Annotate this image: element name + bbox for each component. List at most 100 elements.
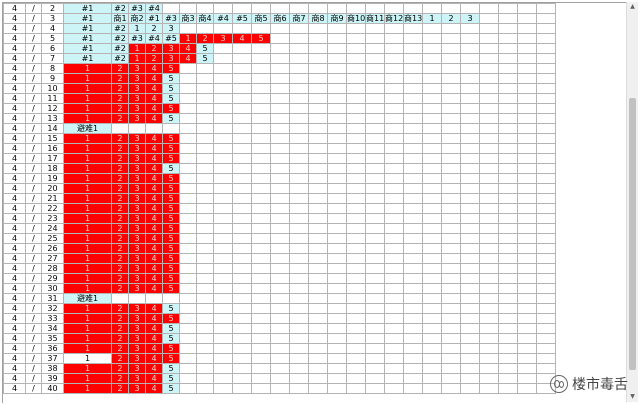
empty-cell[interactable]	[422, 233, 442, 244]
empty-cell[interactable]	[498, 373, 518, 384]
empty-cell[interactable]	[346, 193, 366, 204]
empty-cell[interactable]	[327, 283, 347, 294]
empty-cell[interactable]	[289, 323, 309, 334]
empty-cell[interactable]	[346, 43, 366, 54]
empty-cell[interactable]	[422, 253, 442, 264]
grid-cell[interactable]: 5	[162, 333, 180, 344]
empty-cell[interactable]	[365, 243, 385, 254]
grid-cell[interactable]: 4	[145, 103, 163, 114]
empty-cell[interactable]	[441, 253, 461, 264]
empty-cell[interactable]	[327, 143, 347, 154]
empty-cell[interactable]	[308, 313, 328, 324]
grid-cell[interactable]: 4	[179, 43, 197, 54]
floor-cell[interactable]: 4	[3, 273, 26, 284]
floor-cell[interactable]: 4	[3, 153, 26, 164]
empty-cell[interactable]	[327, 363, 347, 374]
empty-cell[interactable]	[479, 343, 499, 354]
empty-cell[interactable]	[460, 243, 480, 254]
empty-cell[interactable]	[232, 353, 252, 364]
empty-cell[interactable]	[289, 283, 309, 294]
empty-cell[interactable]	[365, 183, 385, 194]
grid-cell[interactable]: 5	[162, 113, 180, 124]
empty-cell[interactable]	[384, 103, 404, 114]
grid-cell[interactable]: 商8	[308, 13, 328, 24]
row-number-cell[interactable]: 37	[41, 353, 64, 364]
empty-cell[interactable]	[365, 213, 385, 224]
empty-cell[interactable]	[213, 183, 233, 194]
empty-cell[interactable]	[270, 43, 290, 54]
grid-cell[interactable]: 1	[63, 313, 112, 324]
empty-cell[interactable]	[441, 193, 461, 204]
empty-cell[interactable]	[232, 383, 252, 394]
empty-cell[interactable]	[441, 373, 461, 384]
empty-cell[interactable]	[270, 293, 290, 304]
empty-cell[interactable]	[232, 123, 252, 134]
empty-cell[interactable]	[251, 253, 271, 264]
empty-cell[interactable]	[270, 23, 290, 34]
grid-cell[interactable]: 1	[63, 203, 112, 214]
empty-cell[interactable]	[196, 343, 214, 354]
empty-cell[interactable]	[479, 113, 499, 124]
empty-cell[interactable]	[289, 23, 309, 34]
empty-cell[interactable]	[479, 183, 499, 194]
grid-cell[interactable]: 5	[162, 183, 180, 194]
grid-cell[interactable]: 1	[63, 213, 112, 224]
grid-cell[interactable]: 4	[145, 263, 163, 274]
grid-cell[interactable]: 5	[162, 303, 180, 314]
grid-cell[interactable]: #1	[63, 53, 112, 64]
empty-cell[interactable]	[251, 313, 271, 324]
empty-cell[interactable]	[460, 63, 480, 74]
empty-cell[interactable]	[384, 383, 404, 394]
empty-cell[interactable]	[422, 343, 442, 354]
grid-cell[interactable]: #2	[111, 23, 129, 34]
floor-cell[interactable]: 4	[3, 173, 26, 184]
grid-cell[interactable]: 4	[145, 333, 163, 344]
empty-cell[interactable]	[536, 193, 556, 204]
empty-cell[interactable]	[308, 363, 328, 374]
grid-cell[interactable]: 2	[111, 363, 129, 374]
grid-cell[interactable]: 1	[63, 113, 112, 124]
empty-cell[interactable]	[536, 133, 556, 144]
grid-cell[interactable]: 3	[128, 333, 146, 344]
grid-cell[interactable]: 3	[128, 173, 146, 184]
separator-cell[interactable]: /	[25, 313, 42, 324]
scroll-up-arrow-icon[interactable]: ▲	[630, 3, 635, 10]
floor-cell[interactable]: 4	[3, 263, 26, 274]
empty-cell[interactable]	[384, 93, 404, 104]
empty-cell[interactable]	[346, 53, 366, 64]
grid-cell[interactable]: 2	[111, 63, 129, 74]
separator-cell[interactable]: /	[25, 273, 42, 284]
grid-cell[interactable]: 2	[111, 143, 129, 154]
empty-cell[interactable]	[251, 143, 271, 154]
empty-cell[interactable]	[460, 363, 480, 374]
row-number-cell[interactable]: 13	[41, 113, 64, 124]
grid-cell[interactable]: 4	[145, 373, 163, 384]
separator-cell[interactable]: /	[25, 33, 42, 44]
grid-cell[interactable]: 5	[162, 373, 180, 384]
empty-cell[interactable]	[213, 353, 233, 364]
empty-cell[interactable]	[251, 23, 271, 34]
empty-cell[interactable]	[327, 83, 347, 94]
grid-cell[interactable]: 2	[111, 383, 129, 394]
empty-cell[interactable]	[213, 73, 233, 84]
empty-cell[interactable]	[346, 253, 366, 264]
empty-cell[interactable]	[536, 3, 556, 14]
empty-cell[interactable]	[536, 363, 556, 374]
empty-cell[interactable]	[384, 43, 404, 54]
empty-cell[interactable]	[196, 213, 214, 224]
empty-cell[interactable]	[308, 173, 328, 184]
empty-cell[interactable]	[346, 283, 366, 294]
row-number-cell[interactable]: 26	[41, 243, 64, 254]
grid-cell[interactable]: 1	[63, 303, 112, 314]
row-number-cell[interactable]: 27	[41, 253, 64, 264]
empty-cell[interactable]	[441, 313, 461, 324]
grid-cell[interactable]: 2	[145, 53, 163, 64]
grid-cell[interactable]: 4	[145, 343, 163, 354]
empty-cell[interactable]	[365, 353, 385, 364]
empty-cell[interactable]	[403, 383, 423, 394]
grid-cell[interactable]: 4	[145, 143, 163, 154]
empty-cell[interactable]	[479, 293, 499, 304]
empty-cell[interactable]	[270, 53, 290, 64]
floor-cell[interactable]: 4	[3, 53, 26, 64]
empty-cell[interactable]	[498, 33, 518, 44]
